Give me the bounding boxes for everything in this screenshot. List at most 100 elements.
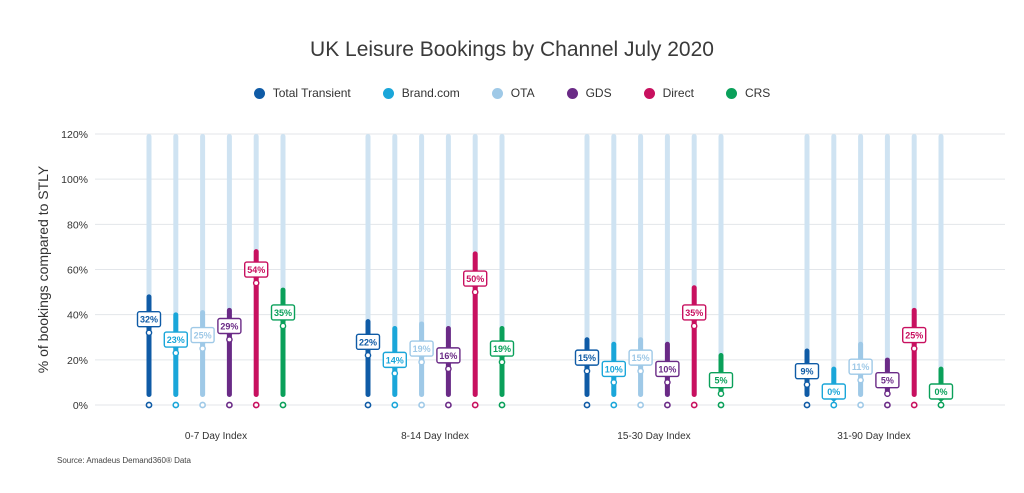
- callout-pointer: [252, 277, 260, 281]
- callout-box: [708, 372, 734, 389]
- value-point: [471, 288, 479, 296]
- bar: [911, 307, 917, 397]
- value-point: [445, 365, 452, 373]
- value-point: [498, 358, 506, 366]
- data-label: 25%: [905, 331, 923, 341]
- value-point: [172, 349, 180, 357]
- callout-pointer: [937, 399, 945, 402]
- data-label: 15%: [632, 353, 650, 363]
- bar-track: [884, 134, 890, 397]
- x-tick-label: 0-7 Day Index: [185, 431, 247, 442]
- callout-box: [601, 360, 626, 378]
- baseline-dot: [910, 401, 918, 409]
- callout-box: [682, 304, 707, 321]
- y-tick-label: 60%: [67, 265, 88, 277]
- callout-box: [628, 349, 653, 366]
- baseline-dot: [199, 401, 206, 409]
- bar: [691, 285, 697, 397]
- callout-box: [794, 362, 820, 380]
- callout-pointer: [610, 376, 618, 380]
- data-label: 19%: [413, 344, 431, 354]
- data-label: 22%: [359, 337, 377, 347]
- data-label: 32%: [140, 315, 158, 325]
- legend-label: OTA: [510, 86, 535, 100]
- callout-box: [243, 261, 269, 278]
- value-point: [884, 390, 891, 398]
- baseline-dot: [583, 401, 591, 409]
- data-label: 25%: [194, 331, 212, 341]
- data-label: 29%: [220, 322, 238, 332]
- bar-track: [584, 134, 590, 397]
- callout-box: [928, 383, 954, 400]
- callout-pointer: [172, 347, 180, 351]
- callout-pointer: [637, 365, 645, 369]
- bar: [280, 287, 286, 397]
- baseline-dot: [391, 401, 399, 409]
- baseline-dot: [857, 401, 864, 409]
- callout-pointer: [803, 378, 811, 382]
- baseline-dot: [884, 401, 891, 409]
- data-label: 15%: [578, 353, 596, 363]
- callout-box: [902, 326, 927, 344]
- bar-track: [664, 134, 670, 397]
- legend-item: Total Transient: [253, 86, 351, 100]
- baseline-dot: [225, 401, 233, 409]
- callout-box: [409, 340, 434, 357]
- baseline-dot: [471, 401, 479, 409]
- data-label: 5%: [881, 376, 894, 386]
- callout-pointer: [583, 365, 591, 369]
- legend-label: CRS: [744, 86, 771, 100]
- value-point: [279, 322, 287, 330]
- baseline-dot: [252, 401, 260, 409]
- data-label: 5%: [714, 376, 727, 386]
- callout-box: [136, 311, 162, 328]
- value-point: [364, 352, 372, 359]
- callout-pointer: [418, 356, 426, 360]
- data-label: 16%: [439, 351, 457, 361]
- bar-track: [638, 134, 644, 397]
- data-label: 0%: [934, 387, 947, 397]
- data-label: 19%: [493, 344, 511, 354]
- bar-track: [938, 134, 944, 397]
- x-tick-label: 15-30 Day Index: [617, 431, 690, 442]
- callout-box: [489, 340, 515, 357]
- value-point: [145, 329, 153, 337]
- bar-track: [831, 134, 837, 397]
- callout-pointer: [498, 356, 506, 360]
- callout-box: [436, 347, 461, 364]
- bar-track: [804, 134, 810, 397]
- bar-track: [718, 134, 724, 397]
- legend-swatch: [643, 87, 655, 99]
- callout-box: [190, 326, 215, 344]
- callout-box: [355, 333, 381, 351]
- x-tick-label: 8-14 Day Index: [401, 431, 469, 442]
- data-label: 35%: [685, 308, 703, 318]
- callout-pointer: [663, 376, 671, 380]
- data-label: 23%: [167, 335, 185, 345]
- callout-pointer: [199, 342, 207, 346]
- callout-box: [382, 351, 407, 369]
- y-tick-label: 100%: [61, 174, 88, 186]
- callout-pointer: [391, 367, 399, 371]
- value-point: [830, 401, 838, 409]
- baseline-dot: [444, 401, 452, 409]
- value-point: [690, 322, 698, 330]
- callout-pointer: [690, 319, 698, 323]
- bar: [146, 294, 152, 397]
- y-tick-label: 120%: [61, 129, 88, 141]
- baseline-dot: [279, 401, 287, 409]
- data-label: 9%: [800, 367, 813, 377]
- legend-item: GDS: [566, 86, 612, 100]
- value-point: [199, 345, 206, 352]
- baseline-dot: [664, 401, 671, 409]
- data-label: 14%: [386, 355, 404, 365]
- y-tick-label: 20%: [67, 355, 88, 367]
- y-tick-label: 40%: [67, 310, 88, 322]
- bar: [253, 249, 259, 397]
- legend-swatch: [382, 87, 394, 99]
- baseline-dot: [610, 401, 618, 409]
- legend-item: OTA: [491, 86, 535, 100]
- value-point: [610, 379, 618, 386]
- callout-pointer: [145, 326, 153, 330]
- x-tick-label: 31-90 Day Index: [837, 431, 910, 442]
